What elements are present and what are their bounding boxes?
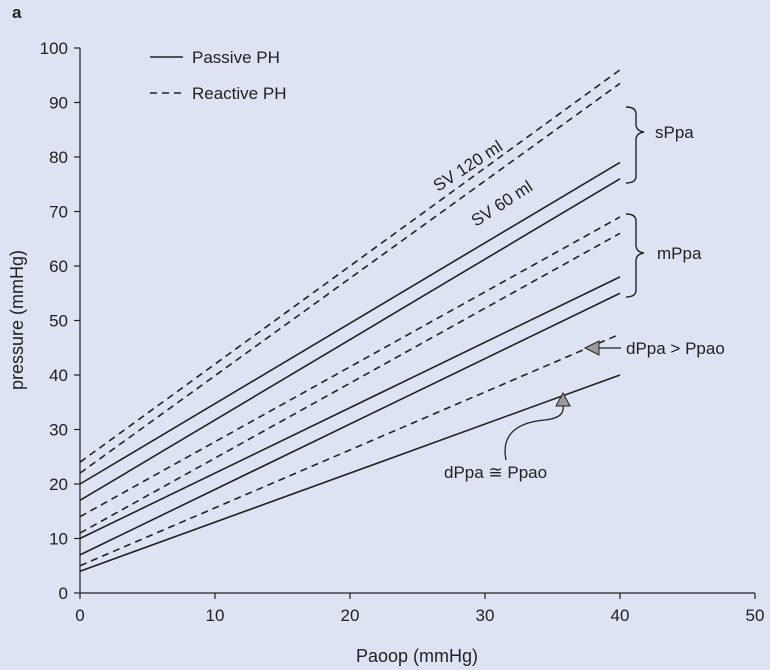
series-line-2-dashed	[79, 82, 621, 474]
sppa-label: sPpa	[655, 123, 694, 142]
series-line-1-dashed	[79, 69, 621, 463]
legend-label-reactive: Reactive PH	[192, 84, 286, 103]
dppa-greater-arrowhead	[583, 340, 600, 356]
y-tick-label: 0	[59, 584, 68, 603]
series-line-8-solid	[79, 292, 621, 556]
series-line-4-solid	[79, 178, 621, 502]
y-axis-label: pressure (mmHg)	[7, 250, 27, 390]
dppa-approx-pointer	[504, 404, 564, 461]
y-tick-label: 80	[49, 148, 68, 167]
y-tick-label: 20	[49, 475, 68, 494]
series-line-6-dashed	[79, 232, 621, 534]
x-tick-label: 50	[746, 606, 765, 625]
x-tick-label: 0	[75, 606, 84, 625]
x-tick-label: 30	[476, 606, 495, 625]
x-tick-label: 10	[206, 606, 225, 625]
sv120-label: SV 120 ml	[430, 137, 506, 196]
ticks: 0 10 20 30 40 50 0 10 20 30 40 50 60 70 80 90 100	[40, 39, 765, 625]
y-tick-label: 100	[40, 39, 68, 58]
sppa-bracket	[625, 106, 645, 184]
series-line-9-dashed	[79, 333, 621, 567]
y-tick-label: 50	[49, 312, 68, 331]
legend-label-passive: Passive PH	[192, 48, 280, 67]
series-line-7-solid	[79, 276, 621, 540]
y-tick-label: 70	[49, 203, 68, 222]
dppa-approx-arrowhead	[555, 391, 571, 407]
mppa-bracket	[625, 213, 645, 298]
x-tick-label: 20	[341, 606, 360, 625]
series-line-3-solid	[79, 161, 621, 485]
mppa-label: mPpa	[657, 244, 702, 263]
y-tick-label: 30	[49, 421, 68, 440]
series-line-10-solid	[79, 374, 621, 572]
dppa-greater-label: dPpa > Ppao	[626, 339, 725, 358]
series-lines	[79, 69, 621, 572]
series-line-5-dashed	[79, 216, 621, 518]
y-tick-label: 60	[49, 257, 68, 276]
x-axis-label: Paoop (mmHg)	[356, 646, 478, 666]
annotations: SV 120 ml SV 60 ml sPpa mPpa dPpa > Ppao…	[430, 106, 725, 482]
sv60-label: SV 60 ml	[468, 177, 536, 231]
panel-label: a	[12, 3, 22, 22]
plot-area: 0 10 20 30 40 50 0 10 20 30 40 50 60 70 80 90 100	[40, 39, 765, 625]
legend: Passive PH Reactive PH	[150, 48, 286, 103]
x-tick-label: 40	[611, 606, 630, 625]
dppa-approx-label: dPpa ≅ Ppao	[444, 463, 547, 482]
y-tick-label: 40	[49, 366, 68, 385]
y-tick-label: 90	[49, 94, 68, 113]
y-tick-label: 10	[49, 530, 68, 549]
